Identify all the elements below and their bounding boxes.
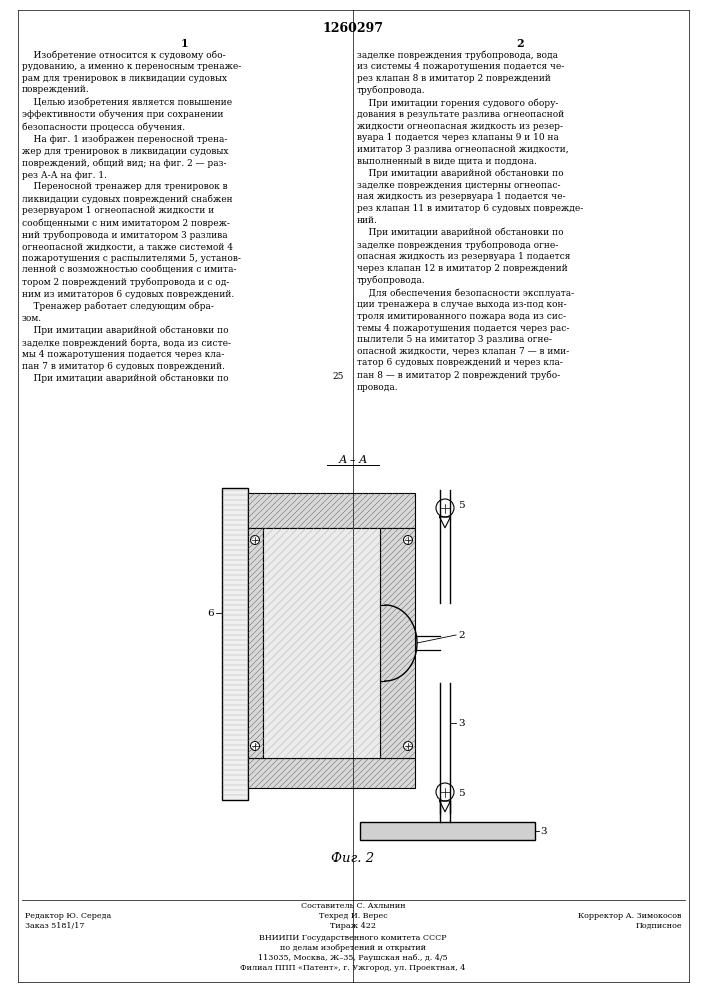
Text: Заказ 5181/17: Заказ 5181/17 — [25, 922, 84, 930]
Text: Техред И. Верес: Техред И. Верес — [319, 912, 387, 920]
Text: по делам изобретений и открытий: по делам изобретений и открытий — [280, 944, 426, 952]
Circle shape — [404, 536, 412, 544]
Text: Корректор А. Зимокосов: Корректор А. Зимокосов — [578, 912, 682, 920]
Bar — [248, 758, 415, 788]
Text: Фиг. 2: Фиг. 2 — [332, 852, 375, 865]
Bar — [380, 528, 415, 758]
Bar — [248, 493, 415, 528]
Text: 1260297: 1260297 — [322, 22, 383, 35]
Text: ВНИИПИ Государственного комитета СССР: ВНИИПИ Государственного комитета СССР — [259, 934, 447, 942]
Bar — [222, 488, 248, 800]
Text: 2: 2 — [516, 38, 524, 49]
Text: 5: 5 — [458, 502, 464, 510]
Text: заделке повреждения трубопровода, вода
из системы 4 пожаротушения подается че-
р: заделке повреждения трубопровода, вода и… — [357, 50, 583, 392]
Text: 6: 6 — [207, 608, 214, 617]
Text: 2: 2 — [458, 631, 464, 640]
Bar — [263, 528, 380, 758]
Circle shape — [404, 742, 412, 750]
Text: Изобретение относится к судовому обо-
рудованию, а именно к переносным тренаже-
: Изобретение относится к судовому обо- ру… — [22, 50, 241, 383]
Text: Филиал ППП «Патент», г. Ужгород, ул. Проектная, 4: Филиал ППП «Патент», г. Ужгород, ул. Про… — [240, 964, 466, 972]
Text: 3: 3 — [540, 826, 547, 836]
Text: А – А: А – А — [339, 455, 368, 465]
Text: 25: 25 — [332, 372, 344, 381]
Text: Подписное: Подписное — [636, 922, 682, 930]
Text: Составитель С. Ахлынин: Составитель С. Ахлынин — [300, 902, 405, 910]
Bar — [360, 822, 535, 840]
Circle shape — [436, 499, 454, 517]
Circle shape — [250, 742, 259, 750]
Bar — [248, 502, 266, 506]
Text: 1: 1 — [181, 38, 189, 49]
Text: 113035, Москва, Ж–35, Раушская наб., д. 4/5: 113035, Москва, Ж–35, Раушская наб., д. … — [258, 954, 448, 962]
Circle shape — [436, 783, 454, 801]
Bar — [248, 782, 266, 786]
Text: Редактор Ю. Середа: Редактор Ю. Середа — [25, 912, 111, 920]
Text: 3: 3 — [458, 718, 464, 728]
Text: 5: 5 — [458, 790, 464, 798]
Text: Тираж 422: Тираж 422 — [330, 922, 376, 930]
Circle shape — [250, 536, 259, 544]
Bar — [248, 528, 263, 758]
